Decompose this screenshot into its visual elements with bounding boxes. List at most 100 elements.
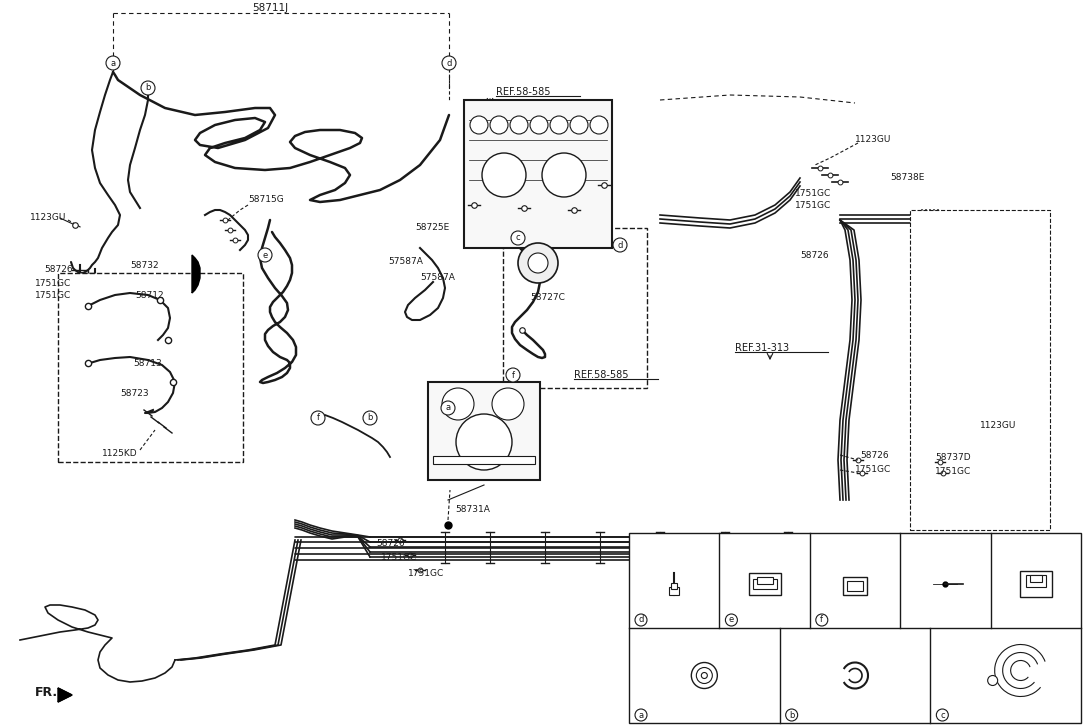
Circle shape (490, 116, 507, 134)
Text: d: d (617, 241, 623, 249)
Text: 58712: 58712 (135, 292, 163, 300)
Text: b: b (145, 84, 150, 92)
Bar (670, 587, 680, 595)
Circle shape (785, 709, 797, 721)
Circle shape (550, 116, 568, 134)
Bar (1026, 574, 1045, 587)
Text: 1751GC: 1751GC (35, 292, 71, 300)
Text: 1799JD: 1799JD (953, 710, 984, 720)
Text: 1123GU: 1123GU (458, 411, 494, 419)
Text: e: e (262, 251, 268, 260)
Circle shape (528, 253, 548, 273)
Circle shape (988, 675, 998, 686)
Polygon shape (192, 255, 200, 293)
Circle shape (456, 414, 512, 470)
Bar (464, 100, 612, 248)
Text: 1751GC: 1751GC (935, 467, 971, 476)
Bar (748, 572, 781, 595)
Circle shape (530, 116, 548, 134)
Text: 58725E: 58725E (415, 223, 450, 233)
Text: 58723: 58723 (120, 388, 148, 398)
Text: 58753: 58753 (802, 710, 831, 720)
Text: 1123GU: 1123GU (30, 212, 66, 222)
Text: 58727C: 58727C (530, 294, 565, 302)
Text: 58731A: 58731A (455, 505, 490, 515)
Text: 1123GU: 1123GU (855, 135, 892, 145)
Circle shape (692, 662, 718, 688)
Circle shape (590, 116, 608, 134)
Text: c: c (516, 233, 521, 243)
Text: 1751GC: 1751GC (795, 188, 831, 198)
Text: 57556C: 57556C (939, 691, 974, 699)
Text: e: e (729, 616, 734, 624)
Text: 1751GC: 1751GC (408, 569, 444, 577)
Circle shape (570, 116, 588, 134)
Text: 58715G: 58715G (248, 196, 284, 204)
Text: 1123GU: 1123GU (980, 420, 1016, 430)
Text: 1751GC: 1751GC (35, 278, 71, 287)
Text: 1125KD: 1125KD (102, 449, 137, 457)
Circle shape (542, 153, 586, 197)
Text: 58726: 58726 (44, 265, 73, 275)
Text: f: f (317, 414, 319, 422)
Text: 1751GC: 1751GC (855, 465, 891, 475)
Bar (1019, 571, 1052, 596)
Text: d: d (446, 58, 452, 68)
Circle shape (816, 614, 828, 626)
Text: 1751GC: 1751GC (381, 553, 417, 563)
Text: FR.: FR. (35, 686, 58, 699)
Text: 58726: 58726 (376, 539, 405, 547)
Text: d: d (638, 616, 644, 624)
Circle shape (492, 388, 524, 420)
Circle shape (311, 411, 325, 425)
Circle shape (442, 388, 474, 420)
Polygon shape (58, 688, 72, 702)
Circle shape (506, 368, 521, 382)
Text: 58726: 58726 (860, 451, 889, 459)
Circle shape (937, 709, 949, 721)
Circle shape (635, 614, 647, 626)
Text: 58732: 58732 (130, 260, 159, 270)
Circle shape (518, 243, 558, 283)
Circle shape (470, 116, 488, 134)
Circle shape (442, 56, 456, 70)
Text: b: b (367, 414, 372, 422)
Bar (1030, 574, 1042, 582)
Text: 58711J: 58711J (252, 3, 289, 13)
Circle shape (613, 238, 627, 252)
Text: 58754E: 58754E (651, 710, 685, 720)
Text: 58738E: 58738E (890, 174, 925, 182)
Text: a: a (445, 403, 451, 412)
Text: 58753D: 58753D (832, 616, 868, 624)
Bar (752, 579, 776, 588)
Text: f: f (512, 371, 514, 379)
Text: 58726: 58726 (800, 251, 829, 260)
Text: REF.58-585: REF.58-585 (574, 370, 628, 380)
Circle shape (511, 231, 525, 245)
Bar (757, 577, 772, 584)
Bar (58, 273, 243, 462)
Text: 1751GC: 1751GC (795, 201, 831, 211)
Text: REF.31-313: REF.31-313 (735, 343, 790, 353)
Circle shape (258, 248, 272, 262)
Circle shape (441, 401, 455, 415)
Bar (629, 533, 1081, 723)
Circle shape (635, 709, 647, 721)
Text: b: b (788, 710, 794, 720)
Bar (847, 580, 862, 590)
Text: a: a (110, 58, 115, 68)
Circle shape (140, 81, 155, 95)
Circle shape (510, 116, 528, 134)
Circle shape (363, 411, 377, 425)
Bar (843, 577, 867, 595)
Polygon shape (58, 688, 72, 702)
Text: c: c (940, 710, 944, 720)
Text: 57587A: 57587A (388, 257, 423, 267)
Text: 58713: 58713 (133, 358, 162, 368)
Text: a: a (638, 710, 644, 720)
Text: 58737D: 58737D (935, 454, 970, 462)
Bar (433, 456, 535, 464)
Text: f: f (820, 616, 823, 624)
Circle shape (482, 153, 526, 197)
Text: 1123AL: 1123AL (929, 616, 963, 624)
